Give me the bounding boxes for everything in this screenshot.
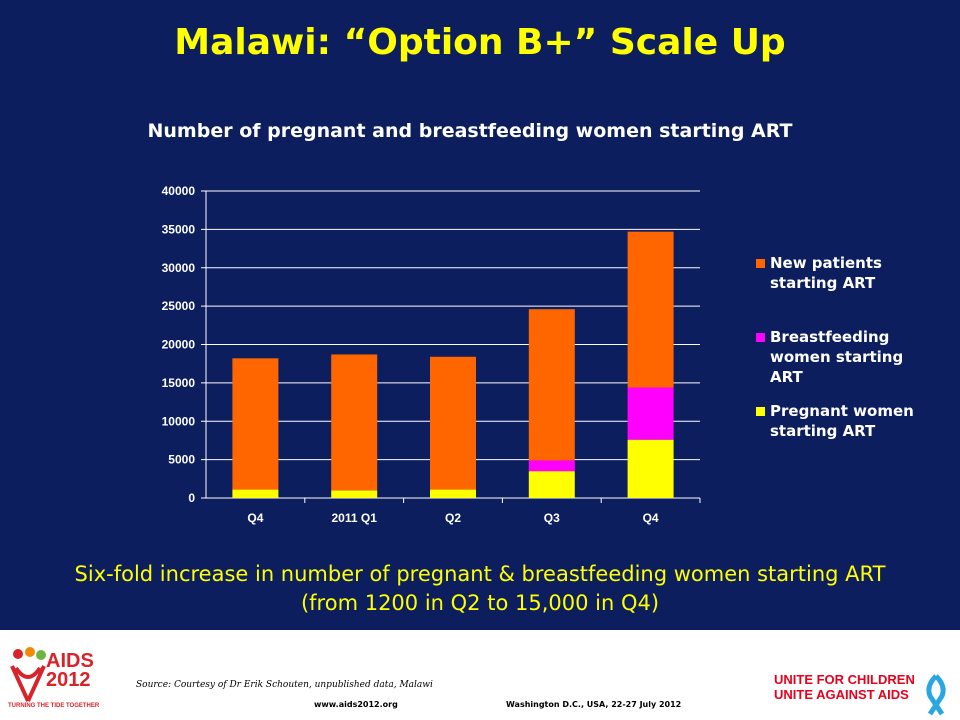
bar-segment bbox=[232, 358, 279, 490]
x-tick-label: 2011 Q1 bbox=[332, 511, 378, 525]
y-tick-label: 35000 bbox=[162, 222, 196, 236]
aids-2012-wordmark: AIDS 2012 bbox=[46, 650, 94, 691]
bar-segment bbox=[331, 490, 378, 498]
stacked-bar-chart: 0 5000 10000 15000 20000 25000 30000 35000 40000… bbox=[162, 184, 914, 525]
bar-segment bbox=[627, 439, 674, 498]
y-tick-label: 20000 bbox=[162, 338, 196, 352]
x-tick-label: Q2 bbox=[445, 511, 461, 525]
caption: Six-fold increase in number of pregnant … bbox=[0, 560, 960, 618]
x-tick-label: Q4 bbox=[247, 511, 263, 525]
bar-segment bbox=[331, 354, 378, 491]
bar-segment bbox=[528, 460, 575, 472]
bar-segment bbox=[528, 471, 575, 498]
caption-line-2: (from 1200 in Q2 to 15,000 in Q4) bbox=[300, 591, 660, 615]
legend-swatch bbox=[756, 259, 765, 268]
aids-2012-logo bbox=[0, 632, 115, 720]
source-note: Source: Courtesy of Dr Erik Schouten, un… bbox=[136, 680, 433, 690]
bar-segment bbox=[627, 387, 674, 440]
y-tick-label: 25000 bbox=[162, 299, 196, 313]
y-tick-label: 5000 bbox=[168, 453, 195, 467]
y-tick-label: 30000 bbox=[162, 261, 196, 275]
bar-segment bbox=[430, 489, 476, 498]
chart-title: Number of pregnant and breastfeeding wom… bbox=[147, 120, 793, 142]
caption-line-1: Six-fold increase in number of pregnant … bbox=[74, 562, 886, 586]
legend-swatch bbox=[756, 333, 765, 342]
unite-for-children-logo: UNITE FOR CHILDREN UNITE AGAINST AIDS bbox=[774, 672, 915, 702]
y-tick-label: 10000 bbox=[162, 414, 196, 428]
legend-label: New patients starting ART bbox=[770, 254, 882, 292]
x-tick-label: Q3 bbox=[544, 511, 560, 525]
legend-label: Pregnant women starting ART bbox=[770, 402, 914, 440]
conference-venue: Washington D.C., USA, 22-27 July 2012 bbox=[506, 700, 682, 709]
ribbon-people-icon bbox=[10, 647, 46, 702]
conference-url[interactable]: www.aids2012.org bbox=[314, 700, 398, 709]
bar-segment bbox=[528, 309, 575, 461]
bar-segment bbox=[627, 231, 674, 388]
aids-2012-tagline: TURNING THE TIDE TOGETHER bbox=[8, 703, 100, 709]
bar-segment bbox=[232, 489, 279, 498]
legend-swatch bbox=[756, 407, 765, 416]
slide-title: Malawi: “Option B+” Scale Up bbox=[174, 22, 786, 63]
footer-band bbox=[0, 630, 960, 720]
y-tick-label: 40000 bbox=[162, 184, 196, 198]
bar-segment bbox=[430, 356, 476, 490]
legend-label: Breastfeeding women starting ART bbox=[770, 328, 903, 386]
awareness-ribbon-icon bbox=[926, 674, 946, 716]
y-tick-label: 15000 bbox=[162, 376, 196, 390]
x-tick-label: Q4 bbox=[643, 511, 659, 525]
y-tick-label: 0 bbox=[188, 491, 195, 505]
